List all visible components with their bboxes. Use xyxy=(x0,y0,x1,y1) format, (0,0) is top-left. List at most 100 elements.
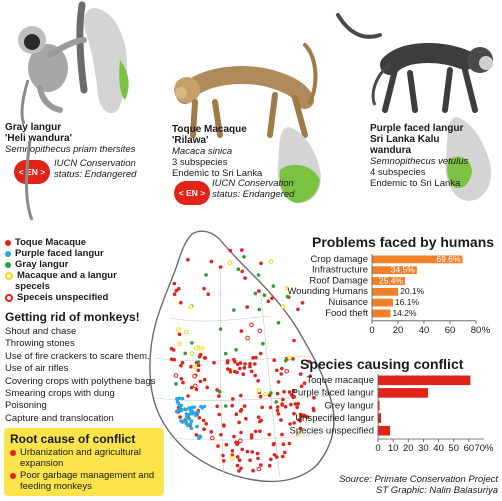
sighting-dot xyxy=(307,359,311,364)
sighting-dot xyxy=(292,338,296,343)
sighting-dot xyxy=(238,438,243,443)
toque-macaque-name: Toque Macaque xyxy=(172,124,247,135)
sighting-dot xyxy=(239,407,244,412)
legend-dot-icon xyxy=(5,250,11,257)
sighting-dot xyxy=(212,361,216,365)
root-cause-text: Urbanization and agricultural expansion xyxy=(20,447,141,469)
sighting-dot xyxy=(186,257,190,262)
x-tick-label: 0 xyxy=(375,443,380,454)
sighting-dot xyxy=(312,396,316,400)
sighting-dot xyxy=(178,404,182,408)
sighting-dot xyxy=(282,390,286,394)
sighting-dot xyxy=(233,369,237,374)
sighting-dot xyxy=(215,404,219,409)
sighting-dot xyxy=(287,390,292,394)
sighting-dot xyxy=(284,369,289,374)
sighting-dot xyxy=(279,372,283,376)
sighting-dot xyxy=(257,307,262,312)
legend-macaque-and-langur-line2: specels xyxy=(5,281,117,292)
sighting-dot xyxy=(249,322,254,328)
sighting-dot xyxy=(237,469,241,473)
sighting-dot xyxy=(232,308,236,312)
sighting-dot xyxy=(234,348,238,352)
gray-langur-iucn-line1: IUCN Conservation xyxy=(54,158,136,169)
sighting-dot xyxy=(260,405,264,410)
sighting-dot xyxy=(227,260,233,266)
sighting-dot xyxy=(236,267,241,271)
sighting-dot xyxy=(223,351,228,356)
bar xyxy=(378,425,391,436)
sighting-dot xyxy=(175,399,180,404)
getting-rid-section: Getting rid of monkeys! Shout and chase T… xyxy=(5,310,180,425)
x-tick-label: 40 xyxy=(419,325,430,336)
sighting-dot xyxy=(189,364,193,369)
x-tick-label: 10 xyxy=(388,443,399,454)
root-cause-box: Root cause of conflict Urbanization and … xyxy=(4,428,164,496)
sighting-dot xyxy=(284,358,288,363)
sighting-dot xyxy=(272,453,277,457)
x-tick-label: 20 xyxy=(403,443,414,454)
sighting-dot xyxy=(256,456,260,461)
sighting-dot xyxy=(188,304,194,309)
sighting-dot xyxy=(206,292,210,296)
sighting-dot xyxy=(169,346,174,351)
sighting-dot xyxy=(173,373,179,378)
sighting-dot xyxy=(291,395,295,399)
sighting-dot xyxy=(184,421,188,425)
sighting-dot xyxy=(194,387,199,392)
sighting-dot xyxy=(218,327,223,331)
legend-label: Toque Macaque xyxy=(15,237,87,248)
sighting-dot xyxy=(198,379,203,384)
sighting-dot xyxy=(296,402,301,406)
sighting-dot xyxy=(243,276,247,280)
bar-category-label: Grey langur xyxy=(324,400,374,411)
sighting-dot xyxy=(239,466,243,471)
sighting-dot xyxy=(276,320,281,325)
gray-langur-iucn: IUCN Conservation status: Endangered xyxy=(54,158,136,180)
sighting-dot xyxy=(241,372,246,376)
bar-category-label: Roof Damage xyxy=(309,275,368,286)
legend-purple-faced-langur: Purple faced langur xyxy=(5,248,117,259)
legend-label: Macaque and a langur xyxy=(17,270,117,281)
sighting-dot xyxy=(196,410,200,414)
getting-rid-item: Smearing crops with dung xyxy=(5,388,115,400)
legend-label: Purple faced langur xyxy=(15,248,104,259)
sighting-dot xyxy=(202,356,207,360)
getting-rid-item: Poisoning xyxy=(5,400,47,412)
toque-macaque-en-badge: < EN > xyxy=(174,181,210,205)
sighting-dot xyxy=(187,412,192,417)
sighting-dot xyxy=(311,406,316,411)
sighting-dot xyxy=(287,441,292,446)
sighting-dot xyxy=(245,305,249,309)
sighting-dot xyxy=(225,367,230,371)
sighting-dot xyxy=(256,415,261,419)
sighting-dot xyxy=(229,455,235,461)
sighting-dot xyxy=(225,359,230,363)
sighting-dot xyxy=(183,329,189,335)
sighting-dot xyxy=(238,361,243,365)
sighting-dot xyxy=(217,389,222,394)
sighting-dot xyxy=(189,385,194,390)
toque-macaque-endemic: Endemic to Sri Lanka xyxy=(172,168,263,179)
purple-faced-langur-illustration xyxy=(336,13,493,113)
sighting-dot xyxy=(239,329,244,333)
sighting-dot xyxy=(267,463,272,468)
bar-value-label: 69.6% xyxy=(436,254,461,264)
toque-macaque-iucn-line1: IUCN Conservation xyxy=(212,178,294,189)
sighting-dot xyxy=(276,412,281,416)
sighting-dot xyxy=(300,301,305,305)
sighting-dot xyxy=(249,369,254,374)
sighting-dot xyxy=(257,289,261,293)
sighting-dot xyxy=(283,405,288,409)
gray-langur-local-name: 'Heli wandura' xyxy=(5,133,72,144)
sighting-dot xyxy=(234,412,239,416)
sighting-dot xyxy=(194,433,199,437)
root-cause-item: Poor garbage management and feeding monk… xyxy=(10,470,164,492)
bar xyxy=(372,309,391,318)
sighting-dot xyxy=(179,363,183,368)
root-cause-title: Root cause of conflict xyxy=(10,432,136,446)
sighting-dot xyxy=(245,335,250,341)
sighting-dot xyxy=(232,434,236,439)
sri-lanka-outline xyxy=(149,230,335,483)
